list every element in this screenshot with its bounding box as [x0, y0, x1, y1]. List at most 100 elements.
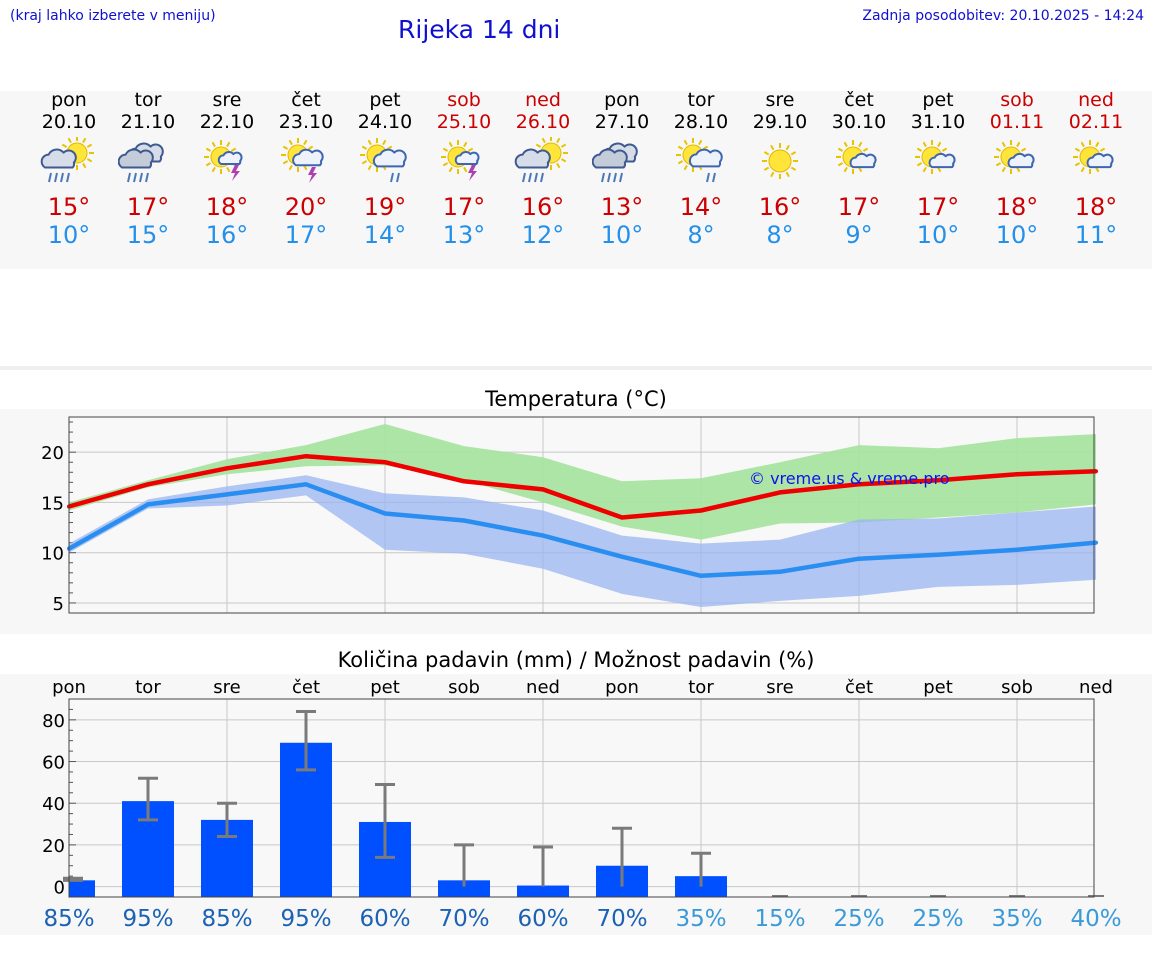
y-tick-label: 15 [41, 493, 64, 514]
day-name: pet [369, 89, 401, 111]
y-tick-label: 60 [42, 753, 65, 774]
temperature-chart-title: Temperatura (°C) [485, 387, 667, 411]
max-temperature-point [462, 479, 466, 484]
day-date: 24.10 [357, 111, 413, 133]
day-name: čet [844, 89, 874, 111]
max-temperature-line [68, 453, 1097, 520]
day-date: 25.10 [436, 111, 492, 133]
min-temperature-point [383, 511, 387, 516]
precipitation-probability: 85% [201, 906, 252, 932]
day-date: 30.10 [831, 111, 887, 133]
max-temperature-point [1015, 472, 1019, 477]
y-tick-label: 0 [54, 878, 65, 899]
day-date: 20.10 [41, 111, 97, 133]
min-temperature: 10° [995, 221, 1039, 249]
x-tick-label: ned [526, 677, 560, 698]
max-temperature: 17° [442, 193, 486, 221]
max-temperature: 19° [363, 193, 407, 221]
day-column: sob 01.11 18° 10° [977, 89, 1057, 249]
day-column: sre 22.10 18° 16° [187, 89, 267, 249]
min-temperature: 14° [363, 221, 407, 249]
min-temperature: 15° [126, 221, 170, 249]
max-temperature: 20° [284, 193, 328, 221]
max-temperature: 16° [521, 193, 565, 221]
sun-icon [762, 143, 798, 179]
sun-cloud-rain-icon [514, 137, 568, 183]
day-column: sob 25.10 17° 13° [424, 89, 504, 249]
cloud-rain-icon [118, 142, 164, 183]
min-temperature: 8° [766, 221, 794, 249]
precipitation-probability: 70% [438, 906, 489, 932]
x-tick-label: sre [766, 677, 793, 698]
precipitation-probability: 70% [596, 906, 647, 932]
max-temperature-point [541, 487, 545, 492]
day-column: pon 27.10 13° 10° [582, 89, 662, 249]
max-temperature-point [936, 478, 940, 483]
day-column: tor 21.10 17° 15° [108, 89, 188, 249]
precipitation-probability: 95% [280, 906, 331, 932]
x-tick-label: pet [370, 677, 400, 698]
y-tick-label: 20 [41, 443, 64, 464]
min-temperature-point [699, 573, 703, 578]
copyright-watermark: © vreme.us & vreme.pro [749, 469, 950, 488]
min-temperature-point [778, 569, 782, 574]
min-temperature: 9° [845, 221, 873, 249]
day-name: pon [604, 89, 640, 111]
max-temperature: 14° [679, 193, 723, 221]
x-tick-label: tor [135, 677, 161, 698]
x-tick-label: čet [292, 677, 320, 698]
sun-small-cloud-icon [1073, 140, 1114, 174]
min-temperature: 16° [205, 221, 249, 249]
y-tick-label: 5 [53, 594, 64, 615]
precipitation-bar [69, 880, 95, 897]
y-tick-label: 80 [42, 711, 65, 732]
precipitation-probability: 25% [912, 906, 963, 932]
min-temperature-point [304, 482, 308, 487]
max-temperature-point [146, 482, 150, 487]
page-title: Rijeka 14 dni [398, 15, 561, 44]
sun-cloud-rain-icon [40, 137, 94, 183]
day-name: sob [447, 89, 481, 111]
min-temperature-point [620, 554, 624, 559]
max-temperature-point [383, 460, 387, 465]
day-name: ned [525, 89, 561, 111]
min-temperature-point [225, 492, 229, 497]
max-temperature-point [225, 466, 229, 471]
max-temperature-point [699, 508, 703, 513]
max-temperature: 13° [600, 193, 644, 221]
min-temperature-range-band [69, 475, 1096, 607]
precipitation-probability: 85% [43, 906, 94, 932]
max-temperature: 18° [995, 193, 1039, 221]
separator [0, 366, 1152, 370]
min-temperature: 10° [916, 221, 960, 249]
day-date: 23.10 [278, 111, 334, 133]
max-temperature: 17° [126, 193, 170, 221]
day-date: 26.10 [515, 111, 571, 133]
day-name: sre [765, 89, 795, 111]
precipitation-probability: 35% [991, 906, 1042, 932]
sun-cloud-showers-icon [360, 138, 407, 183]
day-date: 29.10 [752, 111, 808, 133]
min-temperature-point [1094, 540, 1098, 545]
precipitation-probability: 40% [1070, 906, 1121, 932]
max-temperature-range-band [69, 424, 1096, 540]
x-tick-label: ned [1079, 677, 1113, 698]
precipitation-chart-title: Količina padavin (mm) / Možnost padavin … [337, 648, 815, 672]
max-temperature-point [620, 515, 624, 520]
sun-cloud-showers-icon [676, 138, 723, 183]
sun-thunder-icon [204, 140, 243, 181]
precipitation-bar [438, 880, 490, 897]
max-temperature: 17° [837, 193, 881, 221]
min-temperature-point [146, 502, 150, 507]
day-column: pon 20.10 15° 10° [29, 89, 109, 249]
x-tick-label: pet [923, 677, 953, 698]
min-temperature-point [1015, 547, 1019, 552]
sun-small-cloud-icon [994, 140, 1035, 174]
day-date: 31.10 [910, 111, 966, 133]
max-temperature: 16° [758, 193, 802, 221]
precipitation-bar [517, 885, 569, 897]
min-temperature: 8° [687, 221, 715, 249]
min-temperature: 10° [600, 221, 644, 249]
day-column: tor 28.10 14° 8° [661, 89, 741, 249]
